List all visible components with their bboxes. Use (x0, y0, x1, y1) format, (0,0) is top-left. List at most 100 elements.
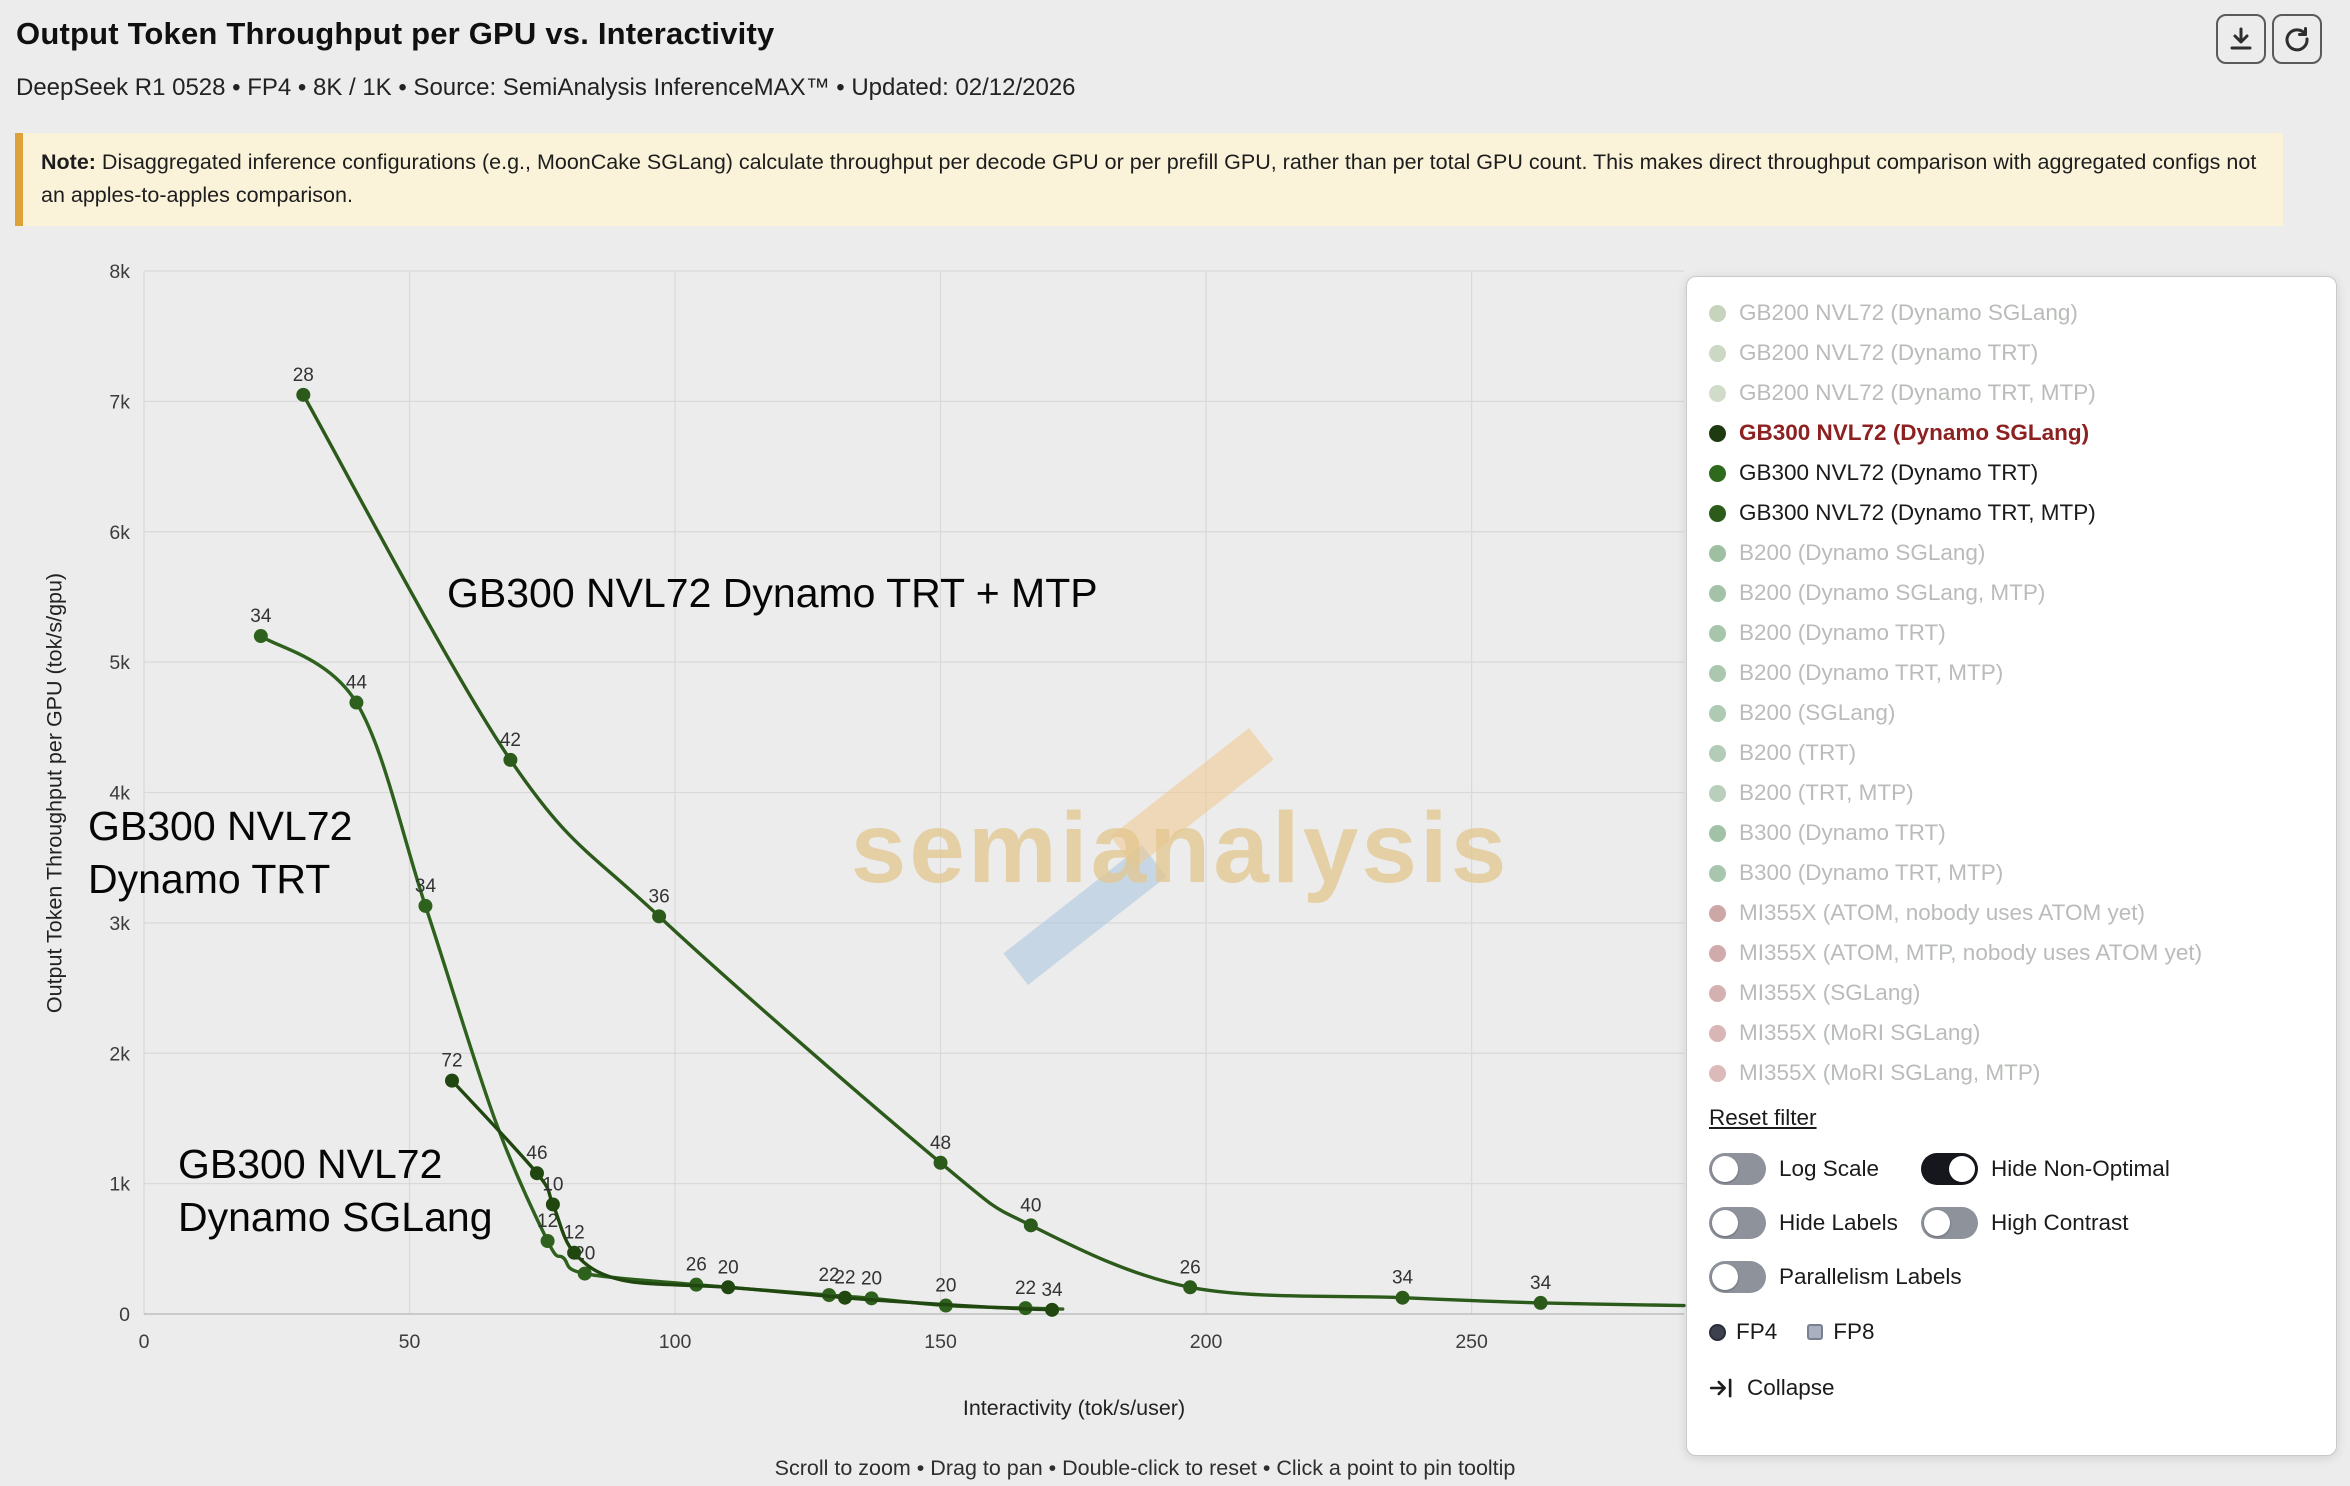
toggle-switch[interactable] (1921, 1207, 1978, 1239)
collapse-button[interactable]: Collapse (1709, 1375, 2314, 1401)
toggle-log-scale[interactable]: Log Scale (1709, 1153, 1921, 1185)
data-point[interactable] (349, 695, 364, 710)
toggle-switch[interactable] (1709, 1153, 1766, 1185)
point-label: 42 (500, 730, 521, 751)
series-color-dot (1709, 664, 1726, 682)
data-point[interactable] (529, 1166, 544, 1181)
legend-panel: GB200 NVL72 (Dynamo SGLang) GB200 NVL72 (… (1686, 276, 2337, 1456)
collapse-label: Collapse (1747, 1375, 1835, 1400)
data-point[interactable] (837, 1290, 852, 1305)
point-label: 36 (649, 886, 670, 907)
legend-entry[interactable]: MI355X (ATOM, MTP, nobody uses ATOM yet) (1709, 933, 2314, 973)
data-point[interactable] (1183, 1280, 1198, 1295)
legend-entry[interactable]: B200 (Dynamo SGLang, MTP) (1709, 573, 2314, 613)
data-point[interactable] (540, 1233, 555, 1248)
fp8-square-marker (1807, 1324, 1824, 1340)
legend-entry-label: B300 (Dynamo TRT) (1739, 820, 1946, 845)
legend-entry[interactable]: MI355X (MoRI SGLang, MTP) (1709, 1053, 2314, 1093)
toggle-switch[interactable] (1709, 1261, 1766, 1293)
data-point[interactable] (577, 1266, 592, 1281)
legend-entry[interactable]: B200 (Dynamo SGLang) (1709, 533, 2314, 573)
toggle-switch[interactable] (1709, 1207, 1766, 1239)
data-point[interactable] (1023, 1218, 1038, 1233)
data-point[interactable] (503, 752, 518, 767)
legend-entry[interactable]: GB300 NVL72 (Dynamo SGLang) (1709, 413, 2314, 453)
toggle-label: Hide Labels (1779, 1210, 1898, 1235)
toggle-switch[interactable] (1921, 1153, 1978, 1185)
legend-entry[interactable]: GB300 NVL72 (Dynamo TRT) (1709, 453, 2314, 493)
series-color-dot (1709, 1064, 1726, 1082)
legend-entry[interactable]: GB200 NVL72 (Dynamo TRT) (1709, 333, 2314, 373)
fp4-label: FP4 (1736, 1319, 1778, 1344)
series-color-dot (1709, 944, 1726, 962)
legend-entry-label: GB200 NVL72 (Dynamo TRT) (1739, 340, 2039, 365)
data-point[interactable] (545, 1197, 560, 1212)
y-tick-label: 0 (119, 1304, 130, 1326)
data-point[interactable] (567, 1245, 582, 1260)
point-label: 22 (1015, 1278, 1036, 1299)
data-point[interactable] (296, 387, 311, 402)
data-point[interactable] (445, 1073, 459, 1088)
x-tick-label: 250 (1455, 1331, 1488, 1353)
y-tick-label: 7k (109, 391, 130, 413)
data-point[interactable] (1533, 1295, 1548, 1310)
data-point[interactable] (933, 1155, 948, 1170)
point-label: 12 (537, 1211, 558, 1232)
legend-entry[interactable]: B300 (Dynamo TRT, MTP) (1709, 853, 2314, 893)
toggle-knob (1712, 1264, 1738, 1290)
legend-entry-label: B200 (Dynamo TRT) (1739, 620, 1946, 645)
reset-filter-link[interactable]: Reset filter (1709, 1105, 1817, 1130)
data-point[interactable] (253, 629, 268, 644)
legend-entry-label: B300 (Dynamo TRT, MTP) (1739, 860, 2004, 885)
page-subtitle: DeepSeek R1 0528 • FP4 • 8K / 1K • Sourc… (16, 74, 1076, 101)
point-label: 48 (930, 1133, 951, 1154)
series-color-dot (1709, 1024, 1726, 1042)
data-point[interactable] (721, 1280, 736, 1295)
point-label: 34 (1392, 1268, 1414, 1289)
point-label: 40 (1020, 1195, 1041, 1216)
legend-entry-label: MI355X (ATOM, nobody uses ATOM yet) (1739, 900, 2145, 925)
legend-entry-label: B200 (TRT) (1739, 740, 1857, 765)
fp4-circle-marker (1709, 1323, 1726, 1341)
series-color-dot (1709, 704, 1726, 722)
data-point[interactable] (418, 898, 433, 913)
legend-entry[interactable]: B200 (Dynamo TRT) (1709, 613, 2314, 653)
toggle-knob (1924, 1210, 1950, 1236)
legend-entry[interactable]: B300 (Dynamo TRT) (1709, 813, 2314, 853)
y-tick-label: 3k (109, 913, 130, 935)
legend-entry[interactable]: GB200 NVL72 (Dynamo SGLang) (1709, 293, 2314, 333)
toggle-knob (1949, 1156, 1975, 1182)
precision-legend: FP4 FP8 (1709, 1319, 2314, 1345)
point-label: 34 (250, 606, 272, 627)
legend-entry[interactable]: GB300 NVL72 (Dynamo TRT, MTP) (1709, 493, 2314, 533)
data-point[interactable] (1045, 1302, 1060, 1317)
y-tick-label: 4k (109, 783, 130, 805)
legend-entry[interactable]: B200 (TRT, MTP) (1709, 773, 2314, 813)
legend-entry-label: MI355X (SGLang) (1739, 980, 1921, 1005)
point-label: 34 (1530, 1273, 1552, 1294)
toggle-parallelism-labels[interactable]: Parallelism Labels (1709, 1261, 1982, 1293)
series-color-dot (1709, 464, 1726, 482)
download-button[interactable] (2216, 14, 2266, 64)
toggle-hide-non-optimal[interactable]: Hide Non-Optimal (1921, 1153, 2190, 1185)
reset-view-button[interactable] (2272, 14, 2322, 64)
precision-fp8[interactable]: FP8 (1807, 1319, 1875, 1345)
precision-fp4[interactable]: FP4 (1709, 1319, 1777, 1345)
data-point[interactable] (652, 909, 667, 924)
series-color-dot (1709, 304, 1726, 322)
legend-entry[interactable]: B200 (SGLang) (1709, 693, 2314, 733)
legend-entry[interactable]: B200 (TRT) (1709, 733, 2314, 773)
legend-entry[interactable]: MI355X (SGLang) (1709, 973, 2314, 1013)
toggle-high-contrast[interactable]: High Contrast (1921, 1207, 2149, 1239)
legend-entry[interactable]: GB200 NVL72 (Dynamo TRT, MTP) (1709, 373, 2314, 413)
legend-entry[interactable]: MI355X (MoRI SGLang) (1709, 1013, 2314, 1053)
legend-entry[interactable]: B200 (Dynamo TRT, MTP) (1709, 653, 2314, 693)
x-tick-label: 200 (1190, 1331, 1223, 1353)
series-color-dot (1709, 544, 1726, 562)
legend-entry-label: B200 (Dynamo SGLang, MTP) (1739, 580, 2046, 605)
toggle-hide-labels[interactable]: Hide Labels (1709, 1207, 1921, 1239)
data-point[interactable] (1395, 1290, 1410, 1305)
legend-entry[interactable]: MI355X (ATOM, nobody uses ATOM yet) (1709, 893, 2314, 933)
